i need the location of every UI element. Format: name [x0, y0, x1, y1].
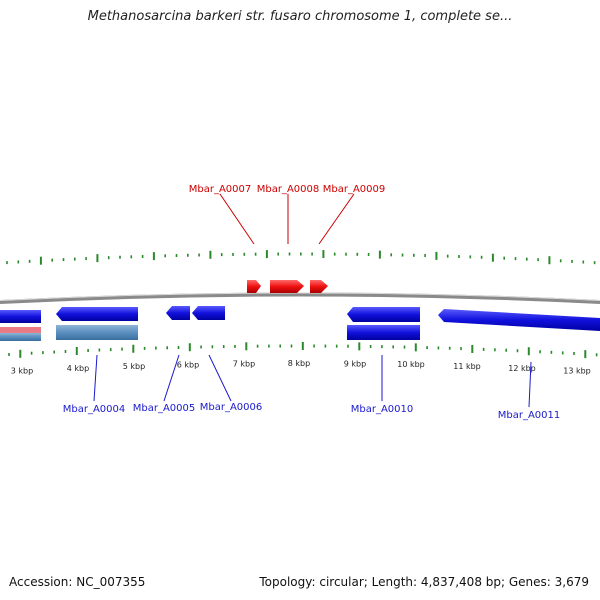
kbp-tick-label: 5 kbp [123, 362, 145, 371]
gene-label-mbar-a0005[interactable]: Mbar_A0005 [133, 403, 196, 414]
gene-label-mbar-a0008[interactable]: Mbar_A0008 [257, 184, 320, 195]
feature-bar-mbar-a0004-steel[interactable] [56, 325, 138, 340]
kbp-tick-label: 4 kbp [67, 364, 89, 373]
leader-line-mbar-a0007 [219, 193, 255, 245]
map-title: Methanosarcina barkeri str. fusaro chrom… [87, 9, 513, 24]
gene-arrow-mbar-a0006[interactable] [192, 306, 225, 320]
kbp-tick-label: 9 kbp [344, 359, 366, 368]
kbp-tick-label: 7 kbp [233, 359, 255, 368]
gene-arrow-mbar-a0009[interactable] [310, 280, 328, 293]
gene-label-mbar-a0004[interactable]: Mbar_A0004 [63, 404, 126, 415]
kbp-tick-label: 13 kbp [563, 367, 591, 376]
leader-line-mbar-a0011 [528, 361, 532, 408]
feature-bar-left-steel[interactable] [0, 333, 41, 341]
gene-arrow-mbar-a0007[interactable] [247, 280, 261, 293]
chromosome-backbone [0, 292, 600, 304]
kbp-tick-label: 3 kbp [11, 367, 33, 376]
leader-line-mbar-a0004 [93, 354, 98, 402]
gene-label-mbar-a0007[interactable]: Mbar_A0007 [189, 184, 252, 195]
reverse-gene-labels: Mbar_A0004 Mbar_A0005 Mbar_A0006 Mbar_A0… [63, 354, 561, 421]
forward-gene-labels: Mbar_A0007 Mbar_A0008 Mbar_A0009 [189, 184, 386, 245]
kbp-tick-label: 8 kbp [288, 359, 310, 368]
topology-summary: Topology: circular; Length: 4,837,408 bp… [259, 575, 589, 589]
kbp-scale-labels: 3 kbp 4 kbp 5 kbp 6 kbp 7 kbp 8 kbp 9 kbp 10 kb… [11, 359, 591, 376]
feature-bar-left-pink[interactable] [0, 327, 41, 333]
feature-bar-mbar-a0010[interactable] [347, 325, 420, 340]
leader-line-mbar-a0006 [208, 354, 232, 402]
gene-arrow-mbar-a0010[interactable] [347, 307, 420, 322]
gene-arrow-mbar-a0005[interactable] [166, 306, 190, 320]
gene-arrow-mbar-a0004[interactable] [56, 307, 138, 321]
gene-label-mbar-a0006[interactable]: Mbar_A0006 [200, 402, 263, 413]
leader-line-mbar-a0005 [163, 354, 180, 402]
forward-strand-ticks [6, 250, 596, 265]
gene-arrow-mbar-a0008[interactable] [270, 280, 304, 293]
leader-line-mbar-a0009 [318, 193, 355, 245]
accession-text: Accession: NC_007355 [9, 575, 146, 589]
gene-arrow-left-edge[interactable] [0, 310, 41, 323]
gene-label-mbar-a0011[interactable]: Mbar_A0011 [498, 410, 561, 421]
kbp-tick-label: 10 kbp [397, 360, 425, 369]
kbp-tick-label: 11 kbp [453, 362, 481, 371]
gene-label-mbar-a0009[interactable]: Mbar_A0009 [323, 184, 386, 195]
reverse-strand-ticks [8, 342, 598, 359]
chromosome-backbone-highlight [0, 292, 600, 301]
kbp-tick-label: 12 kbp [508, 364, 536, 373]
kbp-tick-label: 6 kbp [177, 360, 199, 369]
gene-arrow-mbar-a0011[interactable] [438, 309, 600, 331]
gene-label-mbar-a0010[interactable]: Mbar_A0010 [351, 404, 414, 415]
